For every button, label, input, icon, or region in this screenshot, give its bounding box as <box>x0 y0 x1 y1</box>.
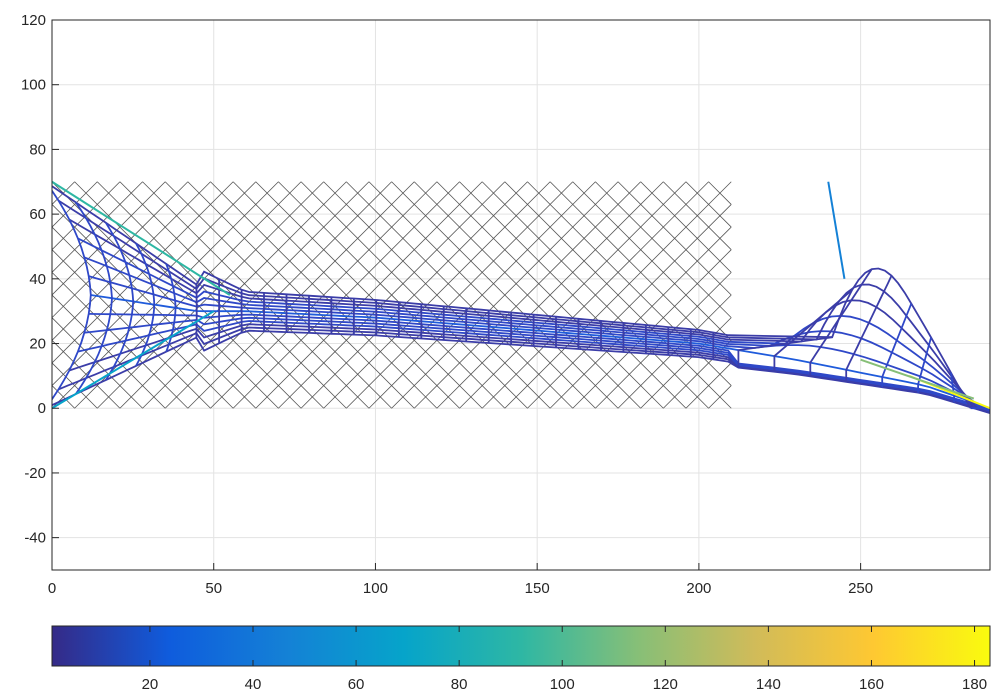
mesh-transverse-line <box>845 275 893 382</box>
y-tick-label: -20 <box>24 465 46 482</box>
x-tick-label: 0 <box>48 580 56 597</box>
lattice-line <box>572 181 732 341</box>
lattice-line <box>685 181 732 228</box>
mesh-transverse-line <box>52 189 92 401</box>
lattice-line <box>391 181 619 409</box>
y-tick-label: 20 <box>29 336 46 353</box>
x-tick-label: 50 <box>205 580 222 597</box>
colorbar-tick-label: 60 <box>348 676 365 693</box>
mesh-transverse-line <box>773 289 853 372</box>
colorbar <box>51 625 991 667</box>
y-tick-label: 60 <box>29 206 46 223</box>
lattice-line <box>52 385 75 409</box>
lattice-line <box>52 294 166 409</box>
mesh-transverse-line <box>949 372 955 403</box>
x-tick-label: 150 <box>525 580 550 597</box>
mesh-transverse-line <box>105 222 135 381</box>
colorbar-tick-label: 120 <box>653 676 678 693</box>
mesh-edge-line <box>52 180 231 296</box>
lattice-line <box>595 181 732 318</box>
lattice-line <box>96 181 324 409</box>
mesh-transverse-line <box>881 303 913 388</box>
lattice-line <box>52 340 121 409</box>
colorbar-tick-label: 100 <box>550 676 575 693</box>
y-tick-label: 0 <box>38 400 46 417</box>
y-tick-label: 40 <box>29 271 46 288</box>
lattice-line <box>278 181 506 409</box>
lattice-line <box>504 181 732 409</box>
x-tick-label: 200 <box>686 580 711 597</box>
lattice-line <box>52 226 234 409</box>
lattice-line <box>164 181 392 409</box>
lattice-line <box>52 317 143 409</box>
y-tick-label: 120 <box>21 12 46 29</box>
mesh-transverse-line <box>135 242 156 367</box>
mesh-transverse-line <box>970 407 990 414</box>
lattice-line <box>52 272 189 409</box>
colorbar-tick-label: 160 <box>859 676 884 693</box>
lattice-line <box>210 181 438 409</box>
lattice-line <box>346 181 574 409</box>
colorbar-tick-label: 20 <box>142 676 159 693</box>
plot-frame <box>51 19 991 571</box>
lattice-line <box>708 181 732 205</box>
y-tick-label: -40 <box>24 530 46 547</box>
lattice-line <box>617 181 732 296</box>
x-tick-label: 100 <box>363 580 388 597</box>
y-tick-label: 100 <box>21 77 46 94</box>
mesh-edge-line <box>827 181 846 279</box>
colorbar-tick-label: 140 <box>756 676 781 693</box>
colorbar-tick-label: 180 <box>962 676 987 693</box>
lattice-line <box>232 181 460 409</box>
mesh-transverse-line <box>737 336 833 368</box>
mesh-edge-line <box>860 358 975 400</box>
lattice-line <box>459 181 687 409</box>
y-axis-ticks: -40 -20 0 20 40 60 80 100 120 <box>21 12 59 547</box>
mesh-transverse-line <box>74 201 113 395</box>
deformed-mesh <box>52 180 990 414</box>
mesh-transverse-line <box>809 268 873 377</box>
lattice-line <box>368 181 596 409</box>
plot-area <box>52 20 990 570</box>
lattice-line <box>413 181 641 409</box>
colorbar-tick-label: 80 <box>451 676 468 693</box>
mesh-transverse-line <box>917 337 932 393</box>
lattice-line <box>255 181 483 409</box>
lattice-line <box>52 181 279 409</box>
lattice-line <box>52 249 211 409</box>
lattice-line <box>436 181 664 409</box>
x-tick-label: 250 <box>848 580 873 597</box>
colorbar-ticks: 20 40 60 80 100 120 140 160 180 <box>142 626 987 693</box>
lattice-line <box>663 181 732 250</box>
lattice-line <box>300 181 528 409</box>
x-axis-ticks: 0 50 100 150 200 250 <box>48 563 873 597</box>
lattice-line <box>323 181 551 409</box>
lattice-line <box>52 362 98 409</box>
lattice-line <box>481 181 709 409</box>
mesh-edge-line <box>52 310 215 410</box>
y-tick-label: 80 <box>29 141 46 158</box>
colorbar-tick-label: 40 <box>245 676 262 693</box>
lattice-line <box>640 181 732 273</box>
